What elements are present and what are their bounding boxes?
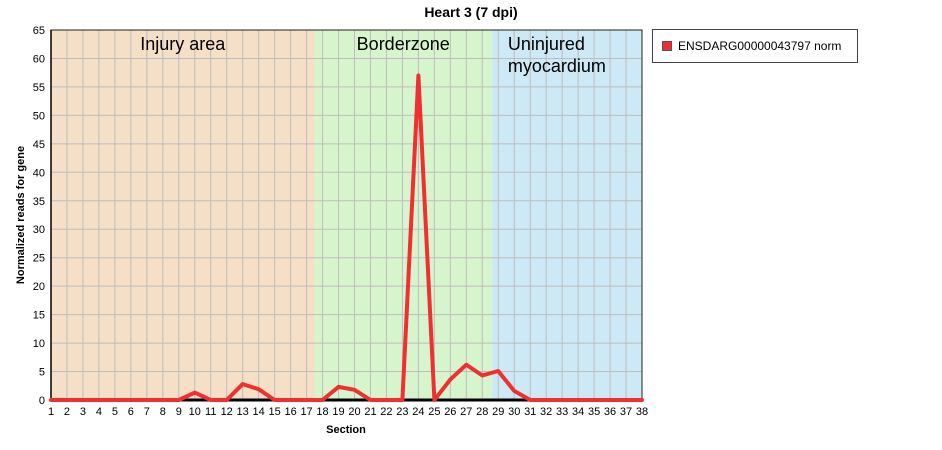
- x-tick-label: 2: [64, 406, 70, 418]
- y-tick-label: 20: [33, 281, 45, 293]
- y-tick-label: 45: [33, 139, 45, 151]
- x-tick-label: 13: [237, 406, 249, 418]
- x-tick-label: 21: [364, 406, 376, 418]
- y-tick-label: 15: [33, 310, 45, 322]
- region-labels: Injury area Borderzone Uninjured myocardium: [140, 34, 606, 76]
- series-lines: [49, 73, 644, 402]
- series-line-0: [49, 73, 644, 402]
- region-band-0: [51, 30, 315, 400]
- x-tick-label: 27: [460, 406, 472, 418]
- region-band-1: [314, 30, 492, 400]
- x-tick-label: 11: [205, 406, 216, 418]
- x-tick-label: 38: [636, 406, 648, 418]
- x-tick-label: 30: [508, 406, 520, 418]
- x-tick-label: 9: [176, 406, 182, 418]
- region-band-2: [491, 30, 642, 400]
- tick-labels: 1 2 3 4 5 6 7 8 9 10 11 12 13 14 15 16 17 18 19 20 21 22 23 24 2…: [33, 25, 648, 418]
- x-tick-label: 35: [588, 406, 600, 418]
- legend: ENSDARG00000043797 norm: [652, 29, 858, 63]
- x-tick-label: 10: [189, 406, 201, 418]
- y-tick-label: 65: [33, 25, 45, 37]
- region-backgrounds: [51, 30, 642, 400]
- x-tick-label: 16: [284, 406, 296, 418]
- x-tick-label: 8: [160, 406, 166, 418]
- y-tick-label: 55: [33, 82, 45, 94]
- y-tick-label: 5: [39, 367, 45, 379]
- legend-swatch: [662, 41, 672, 51]
- x-tick-label: 29: [492, 406, 504, 418]
- x-tick-label: 14: [253, 406, 265, 418]
- region-label-2: Uninjured myocardium: [508, 34, 606, 76]
- x-tick-label: 3: [80, 406, 86, 418]
- chart-title: Heart 3 (7 dpi): [424, 4, 517, 20]
- x-tick-label: 36: [604, 406, 616, 418]
- x-tick-label: 37: [620, 406, 632, 418]
- x-tick-label: 7: [144, 406, 150, 418]
- y-axis-label: Normalized reads for gene: [15, 146, 27, 284]
- x-tick-label: 31: [524, 406, 536, 418]
- x-tick-label: 24: [412, 406, 424, 418]
- x-tick-label: 28: [476, 406, 488, 418]
- x-tick-label: 4: [96, 406, 102, 418]
- y-tick-label: 25: [33, 253, 45, 265]
- region-label-0: Injury area: [140, 34, 226, 54]
- y-tick-label: 0: [39, 395, 45, 407]
- x-tick-label: 25: [428, 406, 440, 418]
- y-tick-label: 30: [33, 224, 45, 236]
- y-tick-label: 50: [33, 110, 45, 122]
- x-tick-label: 33: [556, 406, 568, 418]
- y-tick-label: 60: [33, 53, 45, 65]
- y-tick-label: 10: [33, 338, 45, 350]
- x-tick-label: 23: [396, 406, 408, 418]
- x-tick-label: 5: [112, 406, 118, 418]
- x-tick-label: 12: [221, 406, 233, 418]
- y-tick-label: 40: [33, 167, 45, 179]
- x-tick-label: 18: [316, 406, 328, 418]
- x-tick-label: 17: [300, 406, 312, 418]
- x-tick-label: 20: [348, 406, 360, 418]
- legend-series-label: ENSDARG00000043797 norm: [678, 39, 842, 53]
- y-tick-label: 35: [33, 196, 45, 208]
- x-tick-label: 32: [540, 406, 552, 418]
- x-axis-label: Section: [326, 424, 366, 436]
- x-tick-label: 26: [444, 406, 456, 418]
- x-tick-label: 34: [572, 406, 584, 418]
- x-tick-label: 6: [128, 406, 134, 418]
- x-tick-label: 19: [332, 406, 344, 418]
- region-label-1: Borderzone: [357, 34, 450, 54]
- x-tick-label: 1: [48, 406, 54, 418]
- x-tick-label: 15: [268, 406, 280, 418]
- x-tick-label: 22: [380, 406, 392, 418]
